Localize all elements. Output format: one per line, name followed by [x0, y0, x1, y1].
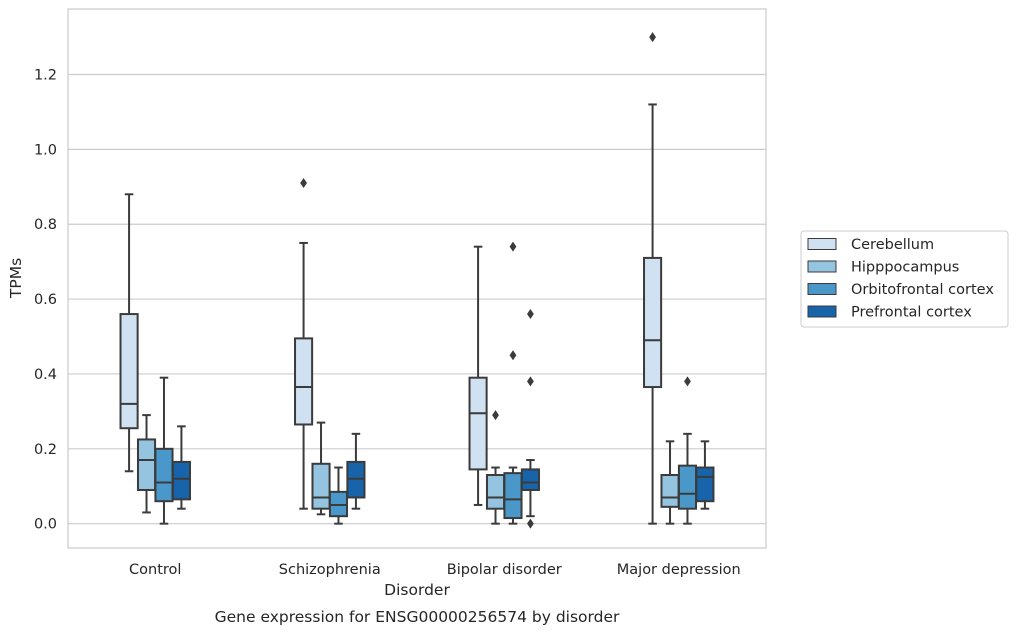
- box: [311, 462, 331, 510]
- box-group: [311, 421, 331, 516]
- box: [294, 337, 314, 426]
- outlier-point: [509, 350, 517, 361]
- plot-frame: [67, 8, 767, 549]
- box: [136, 438, 157, 491]
- y-tick-label: 0.0: [34, 517, 57, 533]
- legend-label: Orbitofrontal cortex: [851, 282, 994, 298]
- chart-caption: Gene expression for ENSG00000256574 by d…: [215, 608, 620, 626]
- outlier-point: [527, 518, 534, 529]
- box: [171, 460, 191, 501]
- box-group: [294, 178, 314, 510]
- box-group: [171, 425, 191, 510]
- x-tick-label: Major depression: [617, 562, 741, 578]
- box: [119, 313, 139, 430]
- grid-lines: [68, 73, 766, 525]
- box-group: [119, 193, 139, 473]
- outlier-point: [492, 410, 499, 421]
- box-group: [485, 410, 506, 525]
- x-axis-label: Disorder: [384, 581, 450, 599]
- y-tick-label: 1.2: [34, 68, 57, 84]
- box: [468, 376, 488, 471]
- y-axis-label: TPMs: [7, 258, 25, 299]
- legend-label: Cerebellum: [851, 237, 934, 253]
- legend-label: Prefrontal cortex: [851, 305, 972, 321]
- y-tick-label: 0.4: [34, 367, 57, 383]
- outlier-point: [527, 376, 534, 387]
- x-tick-label: Bipolar disorder: [447, 562, 562, 578]
- box-group: [695, 440, 715, 510]
- y-tick-labels: 0.0 0.2 0.4 0.6 0.8 1.0 1.2: [34, 68, 57, 533]
- outlier-point: [509, 241, 517, 252]
- legend-frame: [800, 230, 1009, 328]
- box-group: [468, 245, 488, 506]
- legend: Cerebellum Hipppocampus Orbitofrontal cort…: [800, 230, 1009, 328]
- box: [695, 466, 715, 503]
- y-tick-label: 0.8: [34, 217, 57, 233]
- box-group: [136, 414, 157, 514]
- x-tick-labels: Control Schizophrenia Bipolar disorder Majo…: [129, 562, 741, 578]
- outlier-point: [300, 178, 307, 189]
- legend-swatch: [807, 238, 837, 250]
- box: [154, 447, 174, 503]
- y-tick-label: 1.0: [34, 142, 57, 158]
- box-group: [154, 376, 174, 525]
- box-group: [503, 241, 523, 525]
- box-group: [643, 32, 663, 525]
- x-tick-label: Control: [129, 562, 181, 578]
- y-tick-label: 0.2: [34, 442, 57, 458]
- box: [643, 256, 663, 389]
- box: [677, 464, 698, 510]
- legend-swatch: [807, 260, 837, 273]
- outlier-point: [684, 376, 691, 387]
- legend-swatch: [807, 305, 837, 318]
- box: [503, 472, 523, 520]
- box-group: [346, 432, 366, 510]
- legend-label: Hipppocampus: [851, 260, 959, 276]
- box: [660, 474, 680, 508]
- y-tick-label: 0.6: [34, 292, 57, 308]
- box: [485, 474, 506, 510]
- outlier-point: [649, 32, 656, 43]
- outlier-point: [527, 309, 534, 320]
- box: [520, 468, 540, 491]
- legend-swatch: [807, 283, 837, 295]
- boxes-layer: [119, 32, 715, 529]
- box-group: [328, 466, 349, 525]
- box-group: [520, 309, 540, 529]
- x-tick-label: Schizophrenia: [279, 562, 381, 578]
